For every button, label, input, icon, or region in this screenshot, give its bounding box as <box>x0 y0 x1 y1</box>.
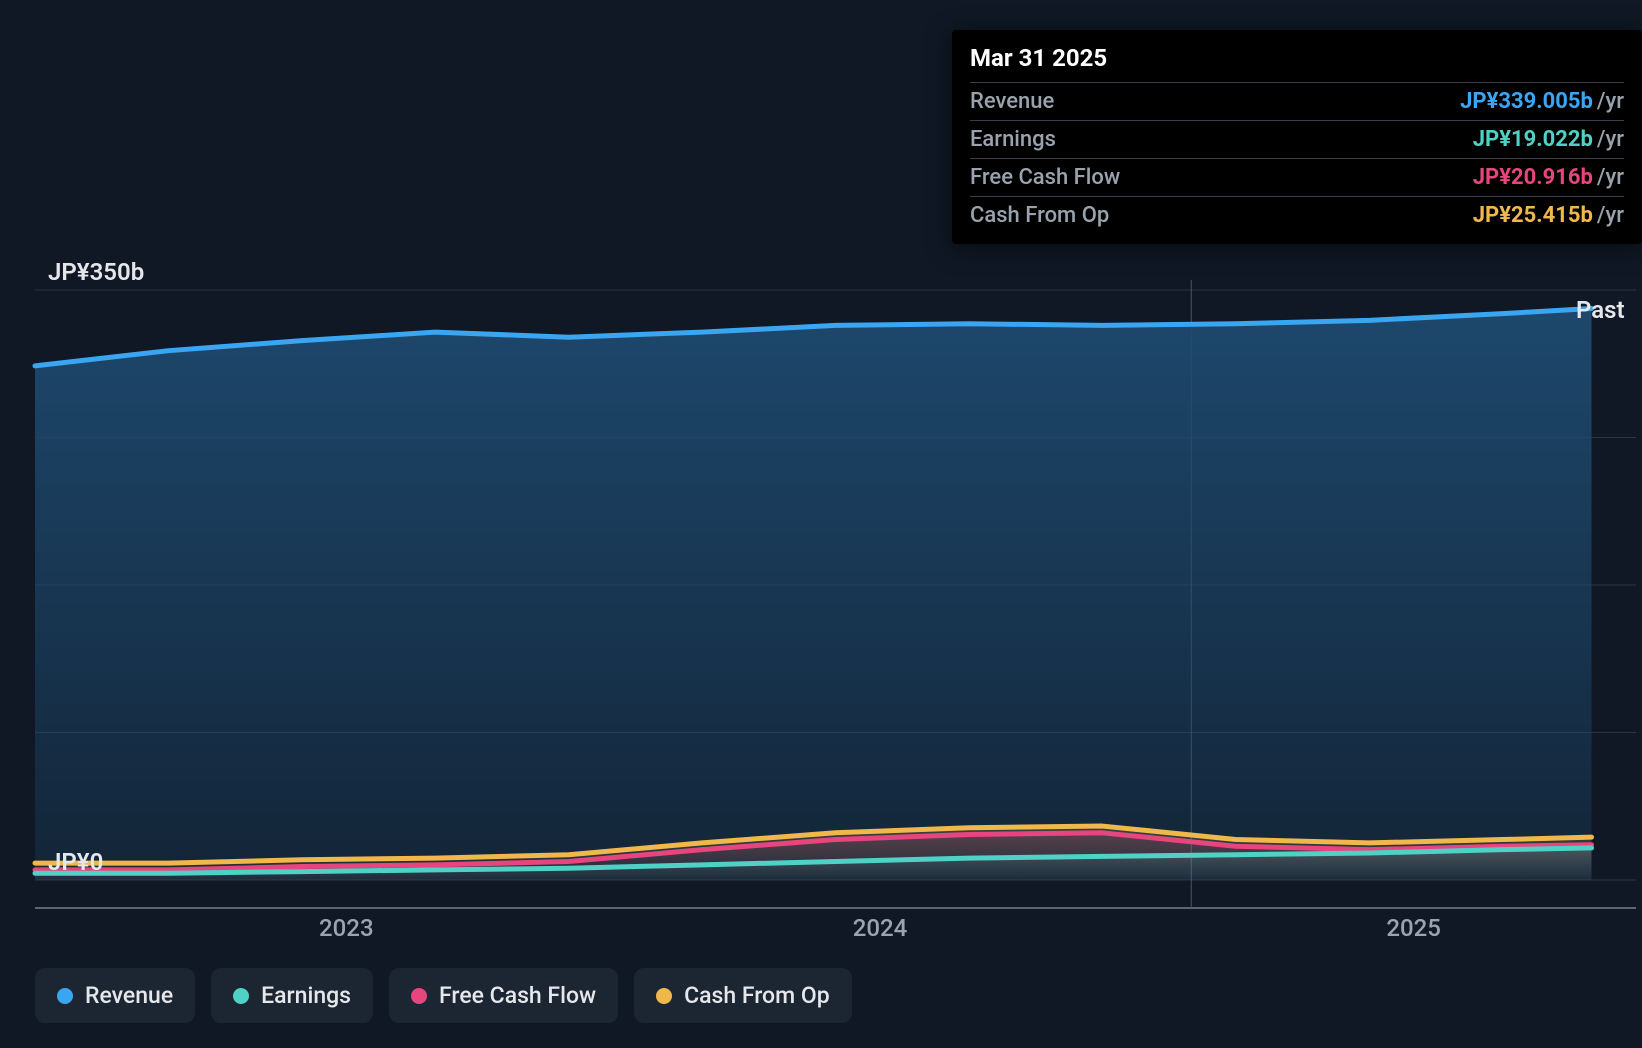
tooltip-row: Earnings JP¥19.022b/yr <box>970 120 1624 158</box>
legend-dot-icon <box>411 988 427 1004</box>
past-label: Past <box>1576 296 1625 324</box>
x-tick-label: 2025 <box>1386 914 1441 942</box>
tooltip-row-value: JP¥20.916b/yr <box>1473 165 1624 190</box>
legend-item[interactable]: Free Cash Flow <box>389 968 618 1023</box>
tooltip-row-label: Free Cash Flow <box>970 165 1120 190</box>
y-tick-label: JP¥0 <box>48 848 103 876</box>
tooltip-row-label: Cash From Op <box>970 203 1109 228</box>
legend-item[interactable]: Earnings <box>211 968 373 1023</box>
chart-container: JP¥350b JP¥0 2023 2024 2025 Past Mar 31 2025… <box>0 0 1642 1048</box>
legend-item-label: Free Cash Flow <box>439 982 596 1009</box>
tooltip-row: Revenue JP¥339.005b/yr <box>970 82 1624 120</box>
tooltip-date: Mar 31 2025 <box>970 44 1624 82</box>
chart-tooltip: Mar 31 2025 Revenue JP¥339.005b/yr Earning… <box>952 30 1642 244</box>
y-tick-label: JP¥350b <box>48 258 144 286</box>
legend-dot-icon <box>233 988 249 1004</box>
legend-item-label: Cash From Op <box>684 982 830 1009</box>
tooltip-row-value: JP¥339.005b/yr <box>1460 89 1624 114</box>
tooltip-row-label: Revenue <box>970 89 1054 114</box>
tooltip-row: Free Cash Flow JP¥20.916b/yr <box>970 158 1624 196</box>
legend-item[interactable]: Cash From Op <box>634 968 852 1023</box>
tooltip-row: Cash From Op JP¥25.415b/yr <box>970 196 1624 234</box>
tooltip-row-label: Earnings <box>970 127 1056 152</box>
x-tick-label: 2024 <box>853 914 908 942</box>
tooltip-row-value: JP¥19.022b/yr <box>1473 127 1624 152</box>
chart-legend: Revenue Earnings Free Cash Flow Cash From O… <box>35 968 852 1023</box>
x-tick-label: 2023 <box>319 914 374 942</box>
legend-item-label: Earnings <box>261 982 351 1009</box>
legend-dot-icon <box>57 988 73 1004</box>
tooltip-row-value: JP¥25.415b/yr <box>1473 203 1624 228</box>
legend-item-label: Revenue <box>85 982 173 1009</box>
legend-item[interactable]: Revenue <box>35 968 195 1023</box>
legend-dot-icon <box>656 988 672 1004</box>
